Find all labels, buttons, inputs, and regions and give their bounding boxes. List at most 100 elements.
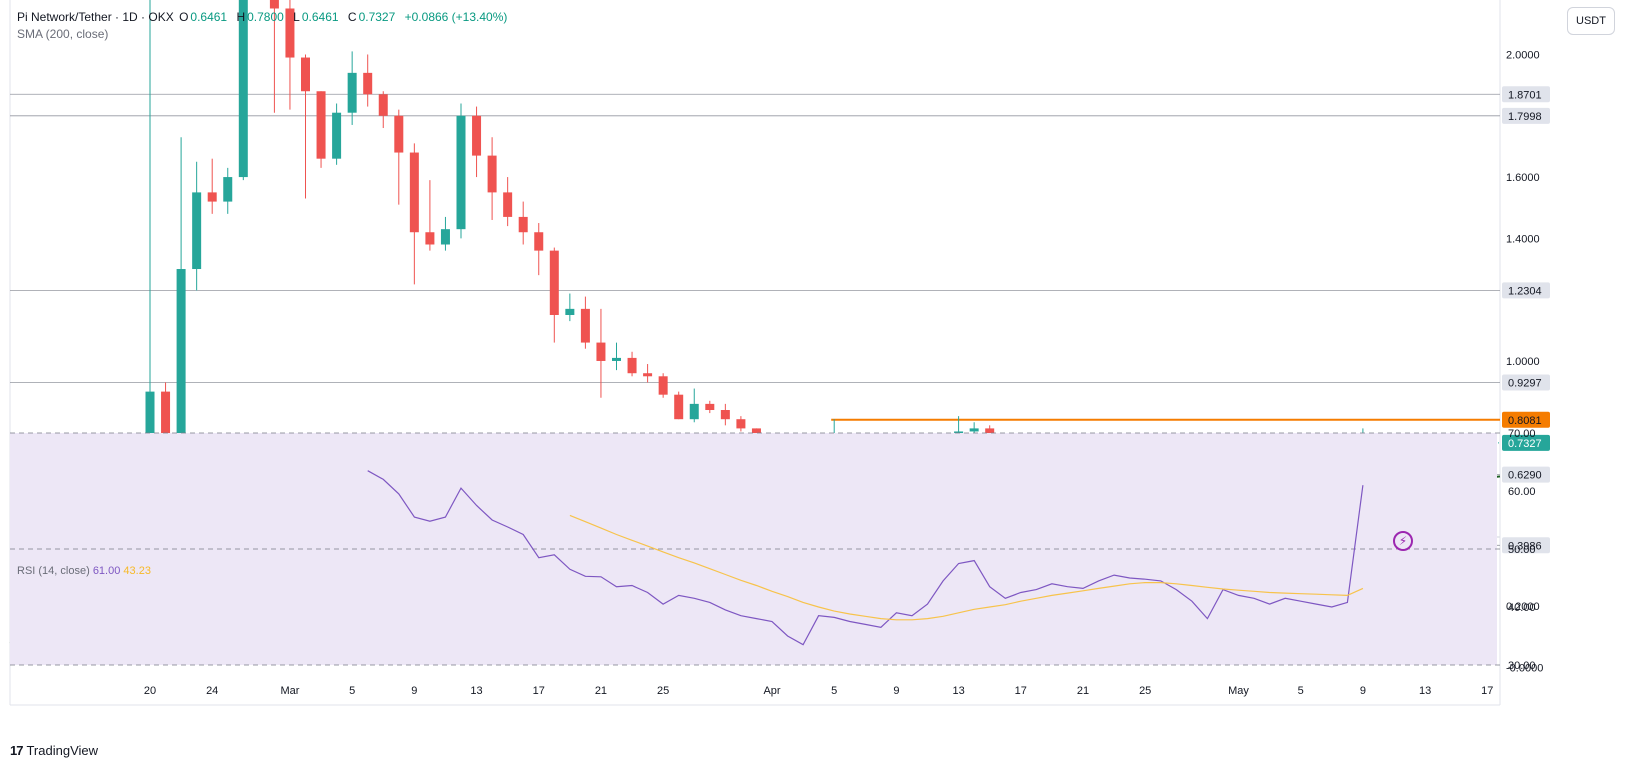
tradingview-logo[interactable]: 17 TradingView: [10, 743, 98, 758]
candle-up: [565, 293, 575, 322]
candle-down: [301, 54, 310, 199]
candle-down: [487, 137, 497, 220]
rsi-legend[interactable]: RSI (14, close) 61.00 43.23: [17, 565, 151, 577]
price-tick-label: 1.4000: [1506, 233, 1540, 245]
time-tick-label: Mar: [280, 685, 299, 697]
price-level-badge: 0.3986: [1502, 537, 1550, 554]
candle-body: [720, 410, 730, 420]
high-label: H: [236, 10, 246, 24]
candle-body: [332, 112, 342, 159]
candle-down: [472, 106, 482, 178]
candle-body: [238, 0, 248, 178]
price-level-label: 0.8081: [1508, 415, 1542, 427]
price-level-label: 0.9297: [1508, 378, 1542, 390]
rsi-line: [367, 470, 1364, 646]
candle-body: [596, 342, 606, 361]
candle-body: [674, 394, 684, 420]
candle-body: [285, 8, 295, 58]
candle-up: [332, 103, 342, 165]
price-level-label: 1.2304: [1508, 285, 1542, 297]
rsi-tick-label: 60.00: [1508, 486, 1536, 498]
candle-up: [223, 167, 233, 214]
candle-down: [409, 143, 419, 285]
candle-down: [269, 0, 279, 113]
candle-body: [456, 115, 466, 230]
candle-body: [627, 357, 637, 374]
candle-down: [425, 180, 435, 251]
lightning-icon[interactable]: ⚡: [1393, 531, 1413, 551]
candle-up: [347, 51, 357, 125]
price-level-label: 0.7327: [1508, 438, 1542, 450]
price-tick-label: 2.0000: [1506, 49, 1540, 61]
close-label: C: [347, 10, 357, 24]
candle-body: [580, 308, 590, 343]
candle-body: [503, 192, 513, 217]
currency-button[interactable]: USDT: [1567, 7, 1615, 35]
time-tick-label: 21: [1077, 685, 1089, 697]
sma-indicator-label[interactable]: SMA (200, close): [17, 27, 109, 41]
candle-body: [161, 391, 171, 444]
candle-up: [176, 137, 186, 447]
time-tick-label: Apr: [763, 685, 780, 697]
candle-body: [440, 229, 450, 245]
candle-body: [689, 403, 699, 420]
time-tick-label: 5: [1298, 685, 1304, 697]
candle-down: [627, 351, 637, 377]
candle-body: [565, 308, 575, 315]
time-tick-label: 17: [1015, 685, 1027, 697]
candle-body: [518, 216, 528, 233]
rsi-sma-value: 43.23: [123, 565, 151, 577]
candle-up: [612, 342, 621, 371]
price-level-badge-bg: [1502, 282, 1550, 299]
candle-down: [316, 91, 326, 168]
candle-body: [176, 269, 186, 444]
time-tick-label: 9: [893, 685, 899, 697]
rsi-value: 61.00: [92, 565, 121, 577]
candle-down: [549, 247, 559, 343]
candle-down: [596, 308, 606, 398]
open-value: 0.6461: [190, 10, 228, 24]
time-tick-label: 5: [831, 685, 837, 697]
rsi-name: RSI (14, close): [17, 565, 90, 577]
low-value: 0.6461: [301, 10, 339, 24]
price-tick-label: -0.0000: [1506, 662, 1543, 674]
candle-body: [472, 115, 482, 156]
tradingview-logo-icon: 17: [10, 743, 24, 758]
candle-up: [238, 0, 248, 181]
candle-down: [518, 201, 528, 245]
price-level-badge: 0.7327: [1502, 434, 1550, 451]
time-tick-label: 13: [952, 685, 964, 697]
tradingview-logo-text: TradingView: [26, 743, 99, 758]
time-tick-label: 17: [1481, 685, 1493, 697]
candle-down: [285, 0, 295, 110]
candle-body: [549, 250, 559, 315]
candle-down: [394, 109, 404, 205]
candle-down: [580, 296, 590, 349]
candle-up: [456, 103, 466, 239]
candle-body: [409, 152, 419, 233]
candle-body: [394, 115, 404, 153]
candle-down: [207, 158, 217, 214]
time-tick-label: 13: [470, 685, 482, 697]
candle-down: [534, 223, 544, 276]
candle-down: [674, 391, 684, 420]
price-level-badge-bg: [1502, 374, 1550, 391]
candle-down: [658, 373, 668, 398]
candle-down: [705, 400, 715, 414]
open-label: O: [179, 10, 189, 24]
time-tick-label: 9: [1360, 685, 1366, 697]
rsi-tick-label: 40.00: [1508, 602, 1536, 614]
time-tick-label: 25: [657, 685, 669, 697]
symbol-title[interactable]: Pi Network/Tether · 1D · OKX: [17, 10, 174, 24]
candle-body: [316, 91, 326, 159]
time-tick-label: 21: [595, 685, 607, 697]
candle-down: [643, 364, 653, 383]
price-level-badge-bg: [1502, 466, 1550, 483]
time-tick-label: 24: [206, 685, 218, 697]
close-value: 0.7327: [358, 10, 396, 24]
price-level-badge: 1.8701: [1502, 86, 1550, 103]
candle-body: [612, 357, 621, 361]
price-level-label: 1.8701: [1508, 89, 1542, 101]
price-level-badge: 1.7998: [1502, 107, 1550, 124]
